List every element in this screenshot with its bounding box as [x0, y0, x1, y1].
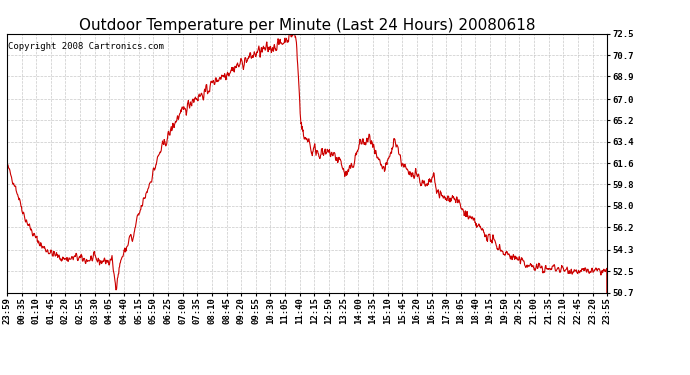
Title: Outdoor Temperature per Minute (Last 24 Hours) 20080618: Outdoor Temperature per Minute (Last 24 …	[79, 18, 535, 33]
Text: Copyright 2008 Cartronics.com: Copyright 2008 Cartronics.com	[8, 42, 164, 51]
